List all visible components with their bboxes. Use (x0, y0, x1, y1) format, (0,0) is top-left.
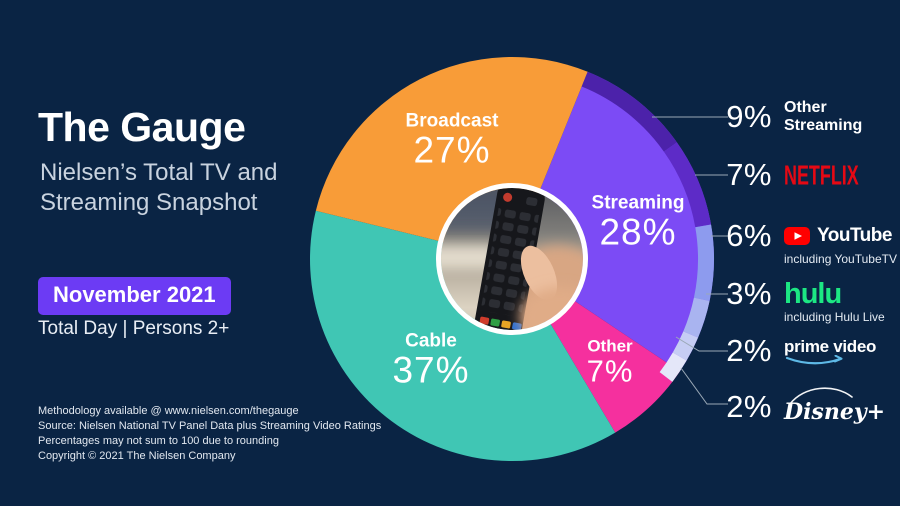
other-streaming-pct: 9% (726, 99, 772, 134)
netflix-pct: 7% (726, 157, 772, 192)
ring-segment-prime-video (672, 331, 699, 361)
footnote-source: Source: Nielsen National TV Panel Data p… (38, 420, 382, 432)
footnote-rounding: Percentages may not sum to 100 due to ro… (38, 435, 279, 447)
youtube-pct: 6% (726, 218, 772, 253)
legend-row-hulu: 3% Hulu including Hulu Live (708, 276, 885, 324)
footnote-methodology: Methodology available @ www.nielsen.com/… (38, 405, 299, 417)
remote-body (472, 188, 545, 330)
prime-smile-icon (785, 355, 843, 365)
page-subtitle: Nielsen’s Total TV and Streaming Snapsho… (40, 158, 277, 218)
legend-row-disney-plus: 2% Disney+ (708, 387, 886, 425)
ring-segment-hulu (683, 297, 710, 338)
youtube-logo: YouTube (817, 225, 892, 246)
disney-plus-logo: Disney+ (784, 399, 886, 425)
leader-line-disney+ (680, 367, 728, 405)
pie-slice-cable (310, 210, 616, 461)
legend-row-youtube: 6% YouTube including YouTubeTV (708, 218, 897, 266)
prime-video-logo: Prime Video (784, 337, 877, 356)
hulu-note: including Hulu Live (784, 310, 885, 324)
period-label: Total Day | Persons 2+ (38, 318, 230, 339)
youtube-play-icon (784, 227, 810, 245)
other-streaming-label: Other Streaming (784, 99, 863, 134)
ring-segment-disney+ (659, 352, 687, 382)
prime-video-pct: 2% (726, 333, 772, 368)
leader-lines (652, 116, 728, 405)
legend-row-prime-video: 2% Prime Video (708, 333, 876, 369)
hulu-pct: 3% (726, 276, 772, 311)
month-badge: November 2021 (38, 277, 231, 315)
hulu-logo: Hulu (784, 278, 842, 310)
remote-photo-illustration (436, 183, 588, 335)
ring-segment-netflix (663, 142, 712, 228)
footnotes: Methodology available @ www.nielsen.com/… (38, 404, 381, 464)
subtitle-line-1: Nielsen’s Total TV and (40, 159, 278, 186)
disney-arc-icon (789, 387, 853, 405)
subtitle-line-2: Streaming Snapshot (40, 189, 258, 216)
legend-row-netflix: 7% Netflix (708, 157, 880, 193)
center-photo-remote (436, 183, 588, 335)
footnote-copyright: Copyright © 2021 The Nielsen Company (38, 450, 236, 462)
disney-plus-pct: 2% (726, 389, 772, 424)
ring-segment-other-streaming (581, 71, 677, 152)
ring-segment-youtube (693, 224, 715, 301)
streaming-breakdown-ring (581, 71, 715, 382)
leader-line-prime-video (675, 336, 728, 352)
youtube-note: including YouTubeTV (784, 252, 897, 266)
netflix-logo: Netflix (784, 158, 859, 191)
page-title: The Gauge (38, 104, 246, 150)
legend-row-other-streaming: 9% Other Streaming (708, 99, 876, 135)
